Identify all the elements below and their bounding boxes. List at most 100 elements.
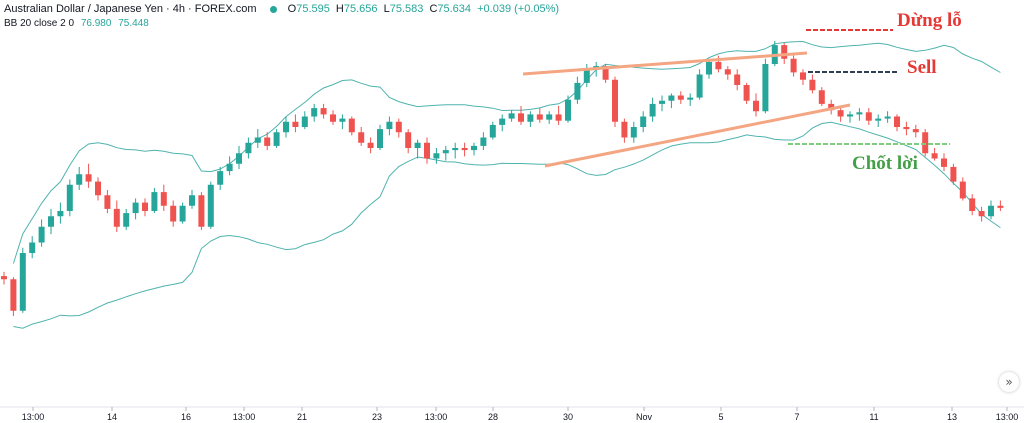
candle — [38, 219, 45, 247]
candle-body — [875, 118, 882, 121]
drawings-layer — [522, 29, 950, 168]
candle-body — [358, 132, 365, 143]
ohlc-low-value: 75.583 — [389, 3, 424, 15]
candle-body — [29, 242, 36, 253]
candle-body — [113, 208, 120, 227]
candle-body — [518, 113, 524, 122]
candle — [546, 111, 553, 124]
x-tick-label: 16 — [181, 412, 191, 422]
candle — [283, 116, 289, 138]
candle — [10, 277, 17, 316]
candle — [179, 202, 186, 224]
candle — [236, 145, 242, 169]
ohlc-high-label: H — [335, 3, 344, 15]
candle-body — [236, 153, 242, 164]
candle — [198, 192, 205, 230]
candle — [358, 127, 365, 146]
candle-body — [367, 142, 374, 148]
candle — [743, 82, 750, 104]
candle-body — [66, 184, 73, 211]
candle-body — [847, 114, 853, 117]
candle-body — [254, 137, 261, 143]
candle-body — [38, 226, 45, 243]
candle-body — [452, 148, 459, 151]
candle-body — [649, 103, 656, 117]
candle — [518, 106, 524, 125]
candle — [480, 132, 487, 151]
candle-body — [386, 121, 393, 130]
candle-body — [790, 58, 797, 73]
candle-body — [734, 74, 741, 85]
candle-body — [245, 142, 252, 154]
candle-body — [950, 166, 957, 182]
candle — [847, 111, 853, 123]
candle — [226, 156, 233, 176]
candle-body — [217, 171, 224, 185]
candle — [508, 110, 515, 122]
ohlc-open-value: 75.595 — [296, 3, 330, 15]
candle — [207, 181, 214, 229]
candle — [48, 208, 54, 235]
candle — [245, 137, 252, 159]
candle — [856, 108, 863, 121]
candle-body — [320, 108, 327, 115]
candle-body — [536, 114, 543, 120]
candle-body — [959, 181, 966, 199]
candle-body — [988, 205, 994, 217]
candle — [320, 103, 327, 119]
candle-body — [480, 137, 487, 146]
upper-trendline[interactable] — [522, 51, 808, 76]
candle — [894, 114, 900, 132]
candle — [762, 58, 769, 114]
candle — [959, 177, 966, 201]
candle-body — [292, 121, 299, 127]
candle-body — [687, 97, 694, 100]
candle — [950, 163, 957, 185]
candle-body — [57, 211, 64, 217]
candle — [377, 124, 383, 151]
candle — [151, 187, 158, 214]
candle — [254, 129, 261, 148]
x-tick-label: 23 — [372, 412, 382, 422]
candle — [405, 129, 412, 154]
ohlc-low-label: L — [383, 3, 390, 15]
candle — [442, 145, 449, 161]
candle — [931, 148, 938, 161]
candle — [499, 114, 506, 132]
candle-body — [743, 85, 750, 101]
candle-body — [527, 114, 534, 122]
candle-body — [508, 113, 515, 119]
indicator-label: BB 20 close 2 0 — [4, 18, 75, 29]
candle — [330, 110, 336, 125]
candle-body — [809, 79, 816, 91]
candle — [414, 139, 421, 159]
market-status-icon — [269, 5, 277, 13]
bollinger-upper-band — [12, 40, 1001, 264]
candle — [912, 124, 919, 138]
candle-body — [489, 124, 496, 138]
candle — [800, 69, 806, 85]
candle-body — [142, 202, 148, 211]
candle-body — [659, 100, 665, 104]
candle — [489, 121, 496, 140]
candle — [903, 121, 910, 136]
scroll-to-realtime-icon[interactable]: » — [999, 372, 1019, 392]
candle — [922, 129, 929, 157]
candle-body — [19, 253, 26, 311]
candle-body — [104, 195, 111, 209]
candle — [565, 95, 571, 123]
x-tick-label: 13:00 — [233, 412, 256, 422]
x-tick-label: 13 — [947, 412, 957, 422]
candle — [19, 247, 26, 313]
candle — [29, 236, 36, 259]
x-tick-label: 13:00 — [996, 412, 1019, 422]
lower-trendline[interactable] — [544, 103, 851, 168]
candle-body — [189, 195, 195, 206]
candle — [630, 121, 637, 143]
x-tick-label: Nov — [636, 412, 653, 422]
symbol-title: Australian Dollar / Japanese Yen · 4h · … — [4, 3, 257, 15]
candle — [311, 103, 318, 122]
candle-body — [837, 110, 844, 117]
indicator-legend[interactable]: BB 20 close 2 0 76.980 75.448 — [4, 18, 149, 29]
